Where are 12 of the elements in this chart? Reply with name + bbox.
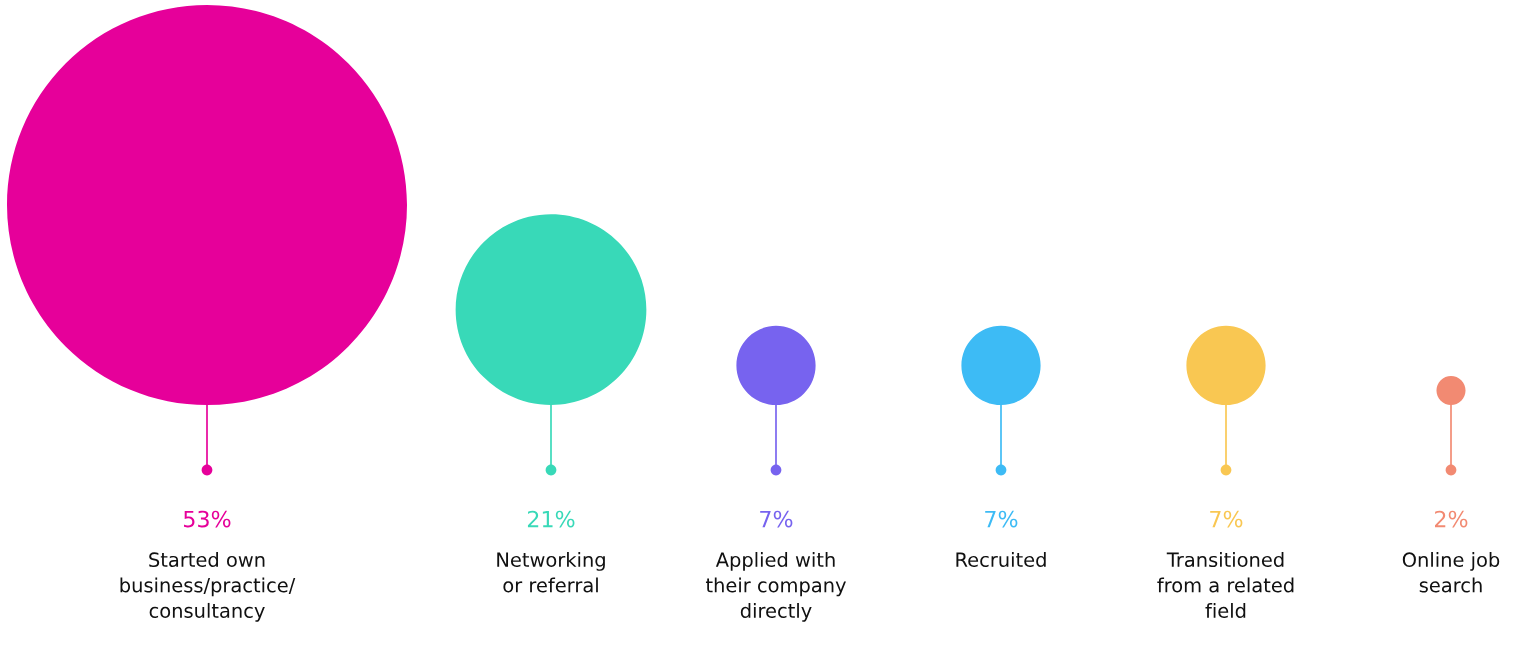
category-label: Started own business/practice/ consultancy (120, 552, 296, 622)
data-label: 7% (985, 510, 1018, 528)
category-label: Online job search (1402, 552, 1500, 593)
data-label: 2% (1435, 510, 1468, 528)
category-label: Applied with their company directly (705, 552, 846, 622)
category-label: Networking or referral (497, 552, 605, 593)
data-label: 7% (1210, 510, 1243, 528)
data-label: 7% (760, 510, 793, 528)
data-label: 53% (184, 510, 231, 528)
category-label: Recruited (956, 552, 1046, 568)
data-label: 21% (527, 510, 575, 528)
category-label: Transitioned from a related field (1157, 552, 1294, 618)
